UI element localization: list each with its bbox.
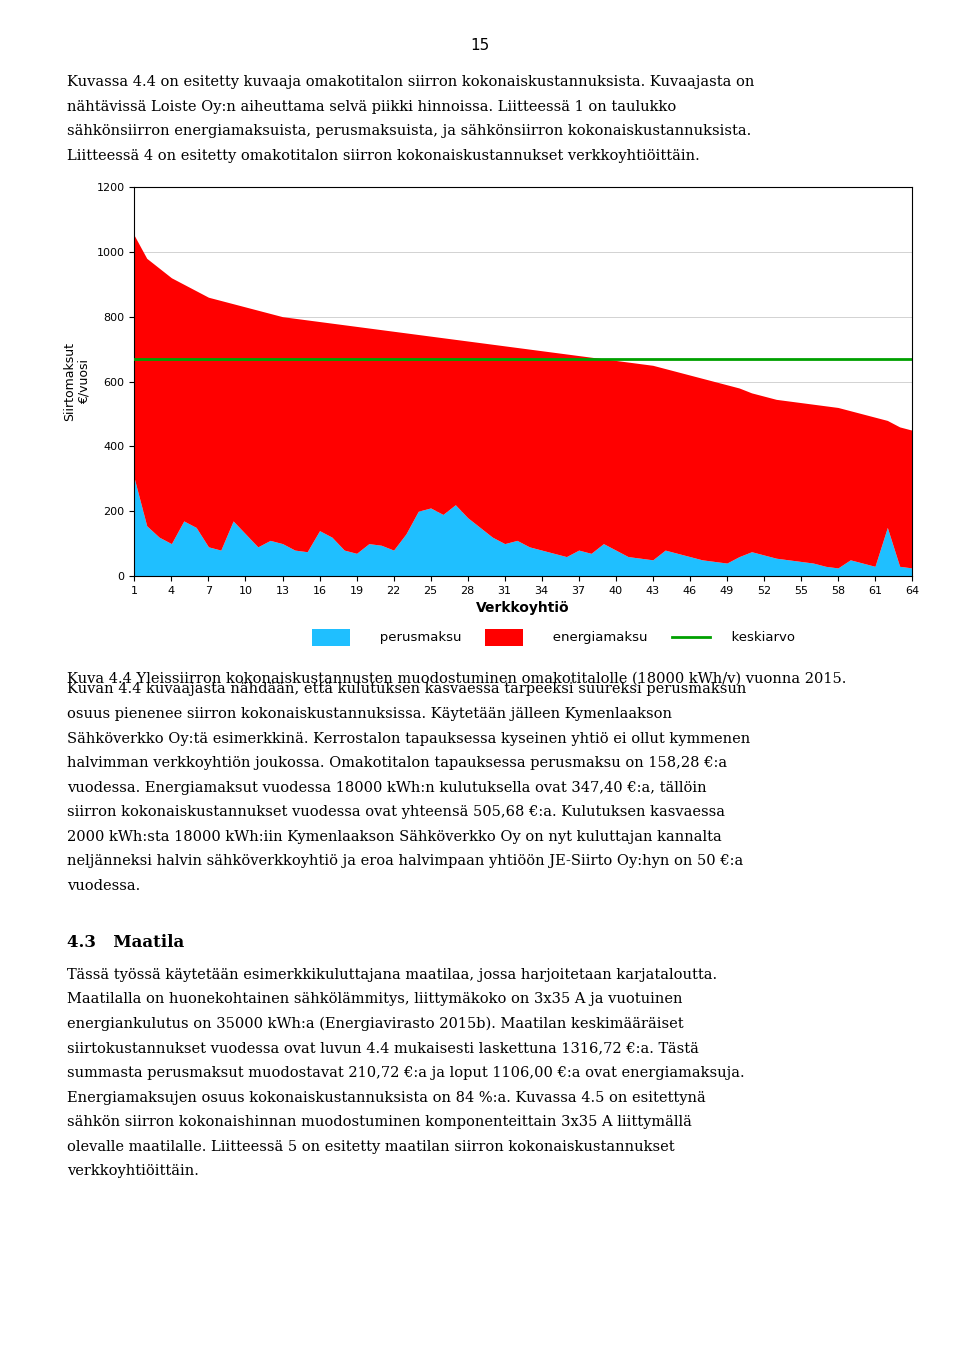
Text: energiankulutus on 35000 kWh:a (Energiavirasto 2015b). Maatilan keskimääräiset: energiankulutus on 35000 kWh:a (Energiav… xyxy=(67,1017,684,1032)
Text: siirtokustannukset vuodessa ovat luvun 4.4 mukaisesti laskettuna 1316,72 €:a. Tä: siirtokustannukset vuodessa ovat luvun 4… xyxy=(67,1041,699,1055)
Text: 15: 15 xyxy=(470,38,490,53)
Text: Kuvan 4.4 kuvaajasta nähdään, että kulutuksen kasvaessa tarpeeksi suureksi perus: Kuvan 4.4 kuvaajasta nähdään, että kulut… xyxy=(67,682,747,696)
Text: Energiamaksujen osuus kokonaiskustannuksista on 84 %:a. Kuvassa 4.5 on esitettyn: Energiamaksujen osuus kokonaiskustannuks… xyxy=(67,1091,706,1104)
Text: verkkoyhtiöittäin.: verkkoyhtiöittäin. xyxy=(67,1164,199,1178)
X-axis label: Verkkoyhtiö: Verkkoyhtiö xyxy=(476,602,570,616)
Text: Liitteessä 4 on esitetty omakotitalon siirron kokonaiskustannukset verkkoyhtiöit: Liitteessä 4 on esitetty omakotitalon si… xyxy=(67,149,700,162)
Text: neljänneksi halvin sähköverkkoyhtiö ja eroa halvimpaan yhtiöön JE-Siirto Oy:hyn : neljänneksi halvin sähköverkkoyhtiö ja e… xyxy=(67,854,743,868)
Y-axis label: Siirtomaksut
€/vuosi: Siirtomaksut €/vuosi xyxy=(63,343,91,420)
Text: Maatilalla on huonekohtainen sähkölämmitys, liittymäkoko on 3x35 A ja vuotuinen: Maatilalla on huonekohtainen sähkölämmit… xyxy=(67,992,683,1006)
Text: 4.3   Maatila: 4.3 Maatila xyxy=(67,934,184,950)
Text: vuodessa.: vuodessa. xyxy=(67,879,140,893)
Text: energiamaksu: energiamaksu xyxy=(523,631,648,644)
Text: sähkönsiirron energiamaksuista, perusmaksuista, ja sähkönsiirron kokonaiskustann: sähkönsiirron energiamaksuista, perusmak… xyxy=(67,124,752,138)
Text: Kuvassa 4.4 on esitetty kuvaaja omakotitalon siirron kokonaiskustannuksista. Kuv: Kuvassa 4.4 on esitetty kuvaaja omakotit… xyxy=(67,75,755,89)
Text: perusmaksu: perusmaksu xyxy=(350,631,462,644)
Text: 2000 kWh:sta 18000 kWh:iin Kymenlaakson Sähköverkko Oy on nyt kuluttajan kannalt: 2000 kWh:sta 18000 kWh:iin Kymenlaakson … xyxy=(67,830,722,844)
Text: nähtävissä Loiste Oy:n aiheuttama selvä piikki hinnoissa. Liitteessä 1 on tauluk: nähtävissä Loiste Oy:n aiheuttama selvä … xyxy=(67,100,677,113)
Text: Kuva 4.4 Yleissiirron kokonaiskustannusten muodostuminen omakotitalolle (18000 k: Kuva 4.4 Yleissiirron kokonaiskustannust… xyxy=(67,672,847,685)
Text: vuodessa. Energiamaksut vuodessa 18000 kWh:n kulutuksella ovat 347,40 €:a, tällö: vuodessa. Energiamaksut vuodessa 18000 k… xyxy=(67,781,707,794)
Text: Tässä työssä käytetään esimerkkikuluttajana maatilaa, jossa harjoitetaan karjata: Tässä työssä käytetään esimerkkikuluttaj… xyxy=(67,968,717,981)
Text: siirron kokonaiskustannukset vuodessa ovat yhteensä 505,68 €:a. Kulutuksen kasva: siirron kokonaiskustannukset vuodessa ov… xyxy=(67,805,725,819)
Text: summasta perusmaksut muodostavat 210,72 €:a ja loput 1106,00 €:a ovat energiamak: summasta perusmaksut muodostavat 210,72 … xyxy=(67,1066,745,1080)
Text: Sähköverkko Oy:tä esimerkkinä. Kerrostalon tapauksessa kyseinen yhtiö ei ollut k: Sähköverkko Oy:tä esimerkkinä. Kerrostal… xyxy=(67,732,751,745)
Text: sähkön siirron kokonaishinnan muodostuminen komponenteittain 3x35 A liittymällä: sähkön siirron kokonaishinnan muodostumi… xyxy=(67,1115,692,1129)
Text: halvimman verkkoyhtiön joukossa. Omakotitalon tapauksessa perusmaksu on 158,28 €: halvimman verkkoyhtiön joukossa. Omakoti… xyxy=(67,756,728,770)
Text: keskiarvo: keskiarvo xyxy=(706,631,795,644)
Text: osuus pienenee siirron kokonaiskustannuksissa. Käytetään jälleen Kymenlaakson: osuus pienenee siirron kokonaiskustannuk… xyxy=(67,707,672,721)
Text: olevalle maatilalle. Liitteessä 5 on esitetty maatilan siirron kokonaiskustannuk: olevalle maatilalle. Liitteessä 5 on esi… xyxy=(67,1140,675,1153)
